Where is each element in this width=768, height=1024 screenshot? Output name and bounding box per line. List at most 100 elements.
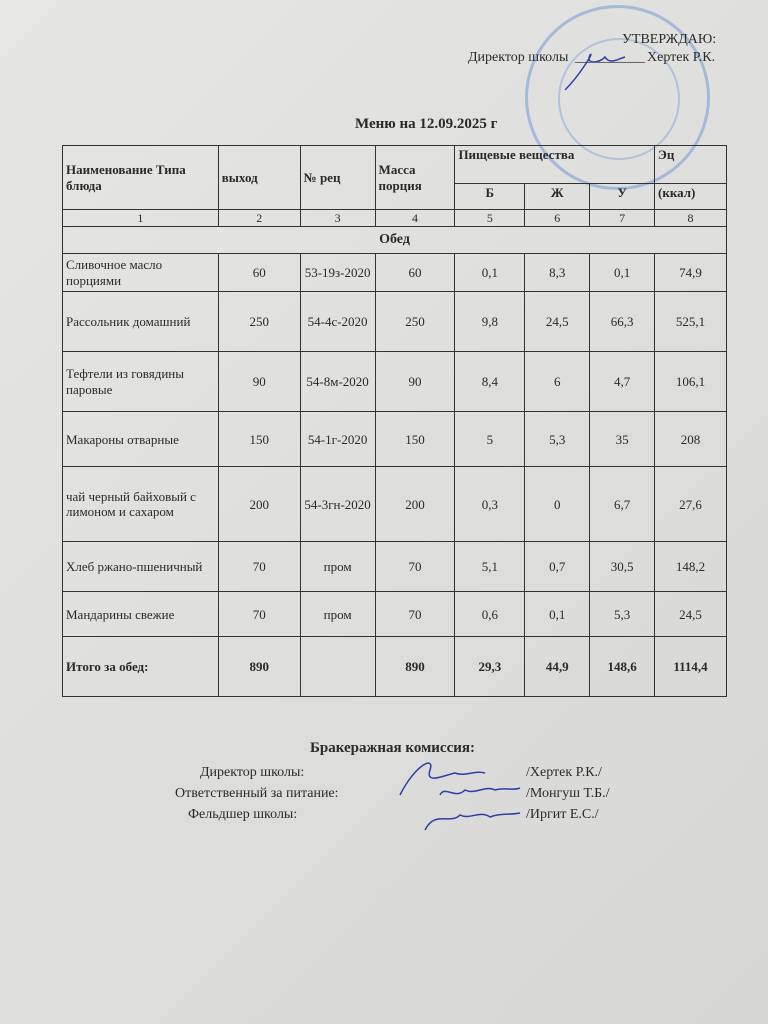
header-recipe: № рец: [299, 145, 376, 210]
portion-mass: 150: [374, 411, 456, 468]
portion-mass: 70: [374, 591, 456, 638]
dish-name: Сливочное масло порциями: [62, 253, 219, 293]
table-row: Хлеб ржано-пшеничный 70 пром 70 5,1 0,7 30,5 14…: [62, 541, 727, 593]
protein: 0,6: [454, 591, 526, 638]
protein: 5: [454, 411, 526, 468]
energy: 525,1: [654, 291, 727, 353]
portion-mass: 60: [374, 253, 456, 293]
output: 150: [217, 411, 301, 468]
dish-name: Макароны отварные: [62, 411, 219, 468]
total-cell: 890: [374, 636, 456, 698]
energy: 148,2: [654, 541, 727, 593]
dish-name: чай черный байховый с лимоном и сахаром: [62, 466, 219, 543]
energy: 74,9: [654, 253, 727, 293]
output: 70: [217, 541, 301, 593]
header-name: Наименование Типа блюда: [62, 145, 219, 210]
output: 70: [217, 591, 301, 638]
dish-name: Хлеб ржано-пшеничный: [62, 541, 219, 593]
approval-name: Хертек Р.К.: [647, 50, 716, 65]
total-cell: 1114,4: [654, 636, 727, 698]
recipe-number: пром: [299, 591, 376, 638]
fat: 24,5: [524, 291, 591, 353]
approval-heading: УТВЕРЖДАЮ:: [622, 32, 717, 47]
portion-mass: 200: [374, 466, 456, 543]
carbs: 35: [589, 411, 656, 468]
total-row: Итого за обед: 890 890 29,3 44,9 148,6 1114,4: [62, 636, 727, 698]
portion-mass: 250: [374, 291, 456, 353]
fat: 0,7: [524, 541, 591, 593]
protein: 0,1: [454, 253, 526, 293]
page-title: Меню на 12.09.2025 г: [355, 116, 498, 132]
carbs: 0,1: [589, 253, 656, 293]
dish-name: Тефтели из говядины паровые: [62, 351, 219, 413]
total-cell: 890: [217, 636, 301, 698]
commission-role: Ответственный за питание:: [175, 786, 339, 801]
dish-name: Рассольник домашний: [62, 291, 219, 353]
column-number: 2: [217, 208, 301, 228]
energy: 24,5: [654, 591, 727, 638]
column-number: 5: [454, 208, 526, 228]
header-energy-unit: (ккал): [654, 183, 727, 210]
energy: 106,1: [654, 351, 727, 413]
commission-name: /Монгуш Т.Б./: [526, 786, 610, 801]
fat: 8,3: [524, 253, 591, 293]
commission-role: Директор школы:: [200, 765, 305, 780]
dish-name: Мандарины свежие: [62, 591, 219, 638]
header-b: Б: [454, 183, 526, 210]
director-signature: [564, 53, 626, 91]
column-number: 3: [299, 208, 376, 228]
header-mass: Масса порция: [374, 145, 456, 210]
fat: 0,1: [524, 591, 591, 638]
carbs: 30,5: [589, 541, 656, 593]
column-number: 6: [524, 208, 591, 228]
total-cell: 148,6: [589, 636, 656, 698]
total-cell: [299, 636, 376, 698]
protein: 9,8: [454, 291, 526, 353]
fat: 0: [524, 466, 591, 543]
commission-heading: Бракеражная комиссия:: [310, 740, 475, 756]
carbs: 4,7: [589, 351, 656, 413]
commission-name: /Хертек Р.К./: [526, 765, 602, 780]
section-header: Обед: [62, 226, 727, 255]
carbs: 5,3: [589, 591, 656, 638]
header-output: выход: [217, 145, 301, 210]
protein: 5,1: [454, 541, 526, 593]
protein: 0,3: [454, 466, 526, 543]
table-row: Макароны отварные 150 54-1г-2020 150 5 5,3 35 2…: [62, 411, 727, 468]
energy: 208: [654, 411, 727, 468]
header-zh: Ж: [524, 183, 591, 210]
output: 200: [217, 466, 301, 543]
total-cell: 29,3: [454, 636, 526, 698]
approval-role: Директор школы: [468, 50, 569, 65]
recipe-number: 54-1г-2020: [299, 411, 376, 468]
commission-role: Фельдшер школы:: [188, 807, 298, 822]
header-energy: Эц: [654, 145, 727, 184]
fat: 6: [524, 351, 591, 413]
protein: 8,4: [454, 351, 526, 413]
column-number: 1: [62, 208, 219, 228]
table-row: Мандарины свежие 70 пром 70 0,6 0,1 5,3 24,5: [62, 591, 727, 638]
carbs: 6,7: [589, 466, 656, 543]
fat: 5,3: [524, 411, 591, 468]
menu-table: Наименование Типа блюда выход № рец Масс…: [62, 145, 727, 698]
recipe-number: пром: [299, 541, 376, 593]
total-cell: Итого за обед:: [62, 636, 219, 698]
recipe-number: 54-4с-2020: [299, 291, 376, 353]
header-u: У: [589, 183, 656, 210]
table-row: Сливочное масло порциями 60 53-19з-2020 60 0…: [62, 253, 727, 293]
column-number: 8: [654, 208, 727, 228]
column-number: 4: [374, 208, 456, 228]
commission-signatures: [399, 762, 521, 831]
header-nutrients: Пищевые вещества: [454, 145, 656, 184]
recipe-number: 54-3гн-2020: [299, 466, 376, 543]
column-number: 7: [589, 208, 656, 228]
output: 250: [217, 291, 301, 353]
carbs: 66,3: [589, 291, 656, 353]
total-cell: 44,9: [524, 636, 591, 698]
output: 60: [217, 253, 301, 293]
recipe-number: 53-19з-2020: [299, 253, 376, 293]
commission-name: /Иргит Е.С./: [526, 807, 599, 822]
table-row: чай черный байховый с лимоном и сахаром 2…: [62, 466, 727, 543]
portion-mass: 70: [374, 541, 456, 593]
